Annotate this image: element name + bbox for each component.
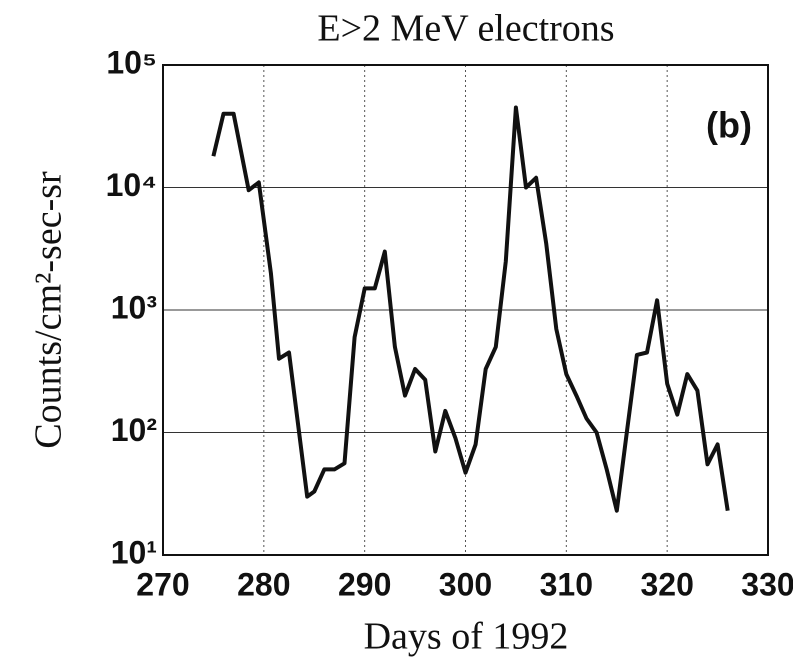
- x-tick-label: 320: [640, 566, 693, 602]
- x-tick-label: 300: [439, 566, 492, 602]
- y-tick-label: 10³: [111, 289, 157, 325]
- x-tick-label: 290: [338, 566, 391, 602]
- y-tick-label: 10²: [111, 412, 157, 448]
- plot-frame: [162, 64, 769, 556]
- y-tick-label: 10⁵: [106, 44, 157, 80]
- x-tick-label: 310: [540, 566, 593, 602]
- y-axis-label: Counts/cm²-sec-sr: [28, 171, 70, 449]
- y-tick-label: 10¹: [111, 534, 157, 570]
- chart-title: E>2 MeV electrons: [317, 8, 614, 50]
- x-axis-label: Days of 1992: [364, 616, 569, 658]
- x-tick-label: 270: [136, 566, 189, 602]
- panel-label: (b): [706, 105, 752, 146]
- y-tick-label: 10⁴: [106, 167, 157, 203]
- x-tick-label: 280: [237, 566, 290, 602]
- x-tick-label: 330: [741, 566, 793, 602]
- data-line: [211, 105, 730, 513]
